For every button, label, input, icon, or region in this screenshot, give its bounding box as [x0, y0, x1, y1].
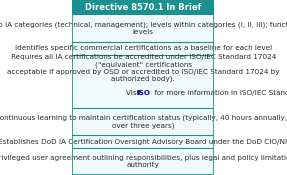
Text: Requires privileged user agreement outlining responsibilities, plus legal and po: Requires privileged user agreement outli…	[0, 155, 287, 168]
Text: for more information in ISO/IEC Standard 17024: for more information in ISO/IEC Standard…	[143, 90, 287, 96]
Text: Requires continuous learning to maintain certification status (typically, 40 hou: Requires continuous learning to maintain…	[0, 115, 287, 129]
FancyBboxPatch shape	[72, 55, 214, 108]
FancyBboxPatch shape	[72, 0, 214, 15]
FancyBboxPatch shape	[72, 42, 214, 55]
Text: Identifies specific commercial certifications as a baseline for each level: Identifies specific commercial certifica…	[15, 45, 272, 51]
Text: ISO: ISO	[136, 90, 150, 96]
FancyBboxPatch shape	[72, 15, 214, 42]
Text: Directive 8570.1 In Brief: Directive 8570.1 In Brief	[85, 3, 201, 12]
Text: Visit: Visit	[126, 90, 143, 96]
Text: Defines two IA categories (technical, management); levels within categories (I, : Defines two IA categories (technical, ma…	[0, 22, 287, 35]
FancyBboxPatch shape	[72, 0, 214, 175]
Text: Requires all IA certifications be accredited under ISO/IEC Standard 17024 ("equi: Requires all IA certifications be accred…	[7, 54, 280, 82]
FancyBboxPatch shape	[72, 108, 214, 135]
FancyBboxPatch shape	[72, 135, 214, 148]
FancyBboxPatch shape	[72, 148, 214, 175]
Text: Establishes DoD IA Certification Oversight Advisory Board under the DoD CIO/NII: Establishes DoD IA Certification Oversig…	[0, 139, 287, 145]
